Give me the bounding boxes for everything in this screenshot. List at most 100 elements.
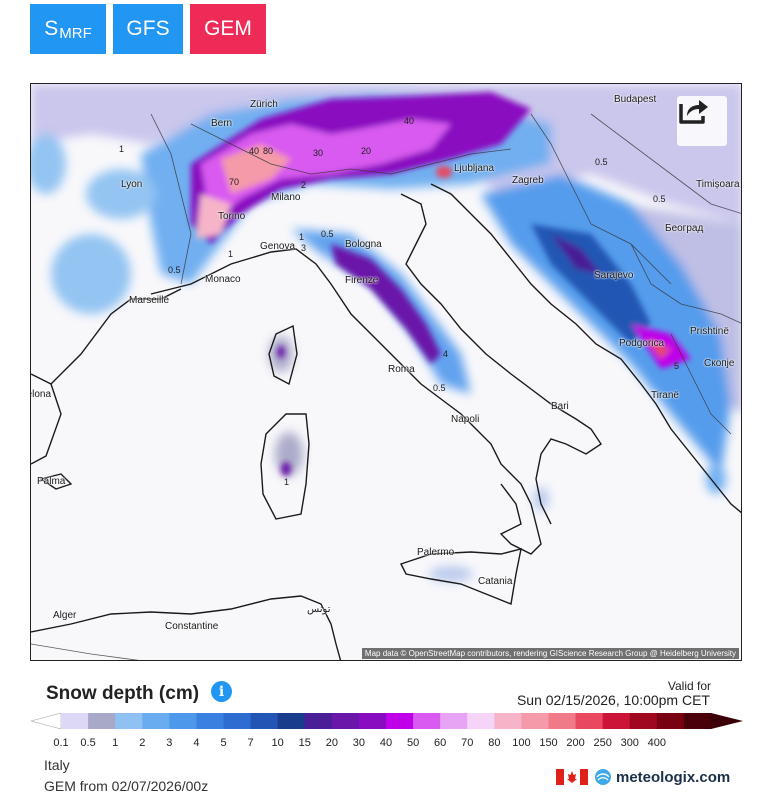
city-label: Budapest — [614, 94, 657, 105]
map-attribution: Map data © OpenStreetMap contributors, r… — [361, 648, 739, 659]
scale-tick-label: 0.1 — [53, 737, 69, 749]
contour-value: 40 — [249, 146, 260, 156]
contour-value: 80 — [263, 146, 274, 156]
region-label: Italy — [44, 757, 70, 773]
scale-swatch — [169, 713, 197, 729]
contour-value: 1 — [299, 232, 305, 242]
city-label: Prishtinë — [690, 326, 729, 337]
meteologix-logo[interactable]: meteologix.com — [556, 768, 730, 786]
legend-title: Snow depth (cm) — [46, 683, 200, 704]
city-label: Marseille — [129, 295, 170, 306]
share-icon — [679, 100, 708, 124]
contour-value: 30 — [313, 148, 324, 158]
scale-swatch — [683, 713, 712, 729]
city-label: Genova — [260, 241, 296, 252]
scale-tick-label: 5 — [220, 737, 227, 749]
contour-value: 0.5 — [653, 194, 666, 204]
color-scale — [31, 712, 743, 730]
contour-value: 1 — [228, 249, 234, 259]
city-label: Podgorica — [619, 338, 665, 349]
model-run-label: GEM from 02/07/2026/00z — [44, 778, 209, 794]
scale-tick-label: 0.5 — [80, 737, 96, 749]
city-label: Скопје — [704, 358, 735, 369]
scale-swatch — [223, 713, 252, 729]
scale-swatch — [277, 713, 306, 729]
scale-swatch — [521, 713, 549, 729]
scale-swatch — [575, 713, 604, 729]
city-label: Београд — [665, 223, 704, 234]
model-button-smrf[interactable]: S MRF — [30, 4, 106, 54]
city-label: Monaco — [205, 274, 241, 285]
city-label: Firenze — [345, 275, 379, 286]
scale-swatch — [304, 713, 333, 729]
scale-tick-label: 150 — [539, 737, 558, 749]
scale-tick-label: 200 — [566, 737, 585, 749]
scale-swatch — [629, 713, 658, 729]
scale-tick-label: 60 — [434, 737, 447, 749]
contour-value: 5 — [674, 361, 680, 371]
contour-value: 2 — [301, 180, 307, 190]
snow-depth-map[interactable]: Bern Zürich Lyon Torino Milano Genova Mo… — [30, 83, 742, 661]
contour-value: 1 — [284, 477, 290, 487]
scale-arrow-right — [711, 713, 743, 729]
scale-tick-label: 4 — [193, 737, 200, 749]
city-label: Lyon — [121, 179, 143, 190]
scale-swatch — [115, 713, 143, 729]
scale-swatch — [142, 713, 170, 729]
scale-swatch — [656, 713, 685, 729]
scale-swatch — [250, 713, 279, 729]
scale-swatch — [386, 713, 414, 729]
scale-tick-label: 1 — [112, 737, 119, 749]
canada-flag-icon — [556, 769, 588, 785]
city-label: Zagreb — [512, 175, 544, 186]
country-borders — [31, 113, 741, 660]
scale-tick-label: 10 — [271, 737, 284, 749]
city-label: Roma — [388, 364, 415, 375]
city-label: Bern — [211, 118, 233, 129]
city-label: Napoli — [451, 414, 480, 425]
scale-tick-label: 100 — [512, 737, 531, 749]
scale-tick-label: 50 — [406, 737, 420, 749]
contour-value: 70 — [229, 177, 240, 187]
map-canvas — [31, 84, 741, 660]
contour-value: 0.5 — [595, 157, 608, 167]
scale-swatch — [88, 713, 116, 729]
contour-value: 0.5 — [321, 229, 334, 239]
model-button-gem[interactable]: GEM — [190, 4, 266, 54]
scale-tick-label: 400 — [647, 737, 667, 749]
city-label: Catania — [478, 576, 513, 587]
scale-swatch — [548, 713, 577, 729]
scale-arrow-left — [31, 712, 62, 730]
model-label: S — [44, 17, 59, 40]
scale-tick-label: 20 — [325, 737, 338, 749]
scale-tick-label: 3 — [166, 737, 173, 749]
contour-value: 4 — [443, 349, 449, 359]
share-button[interactable] — [677, 96, 727, 146]
city-label: Ljubljana — [454, 163, 495, 174]
valid-label: Valid for — [667, 679, 711, 693]
city-label: Tiranë — [651, 390, 679, 401]
scale-swatch — [331, 713, 360, 729]
model-button-gfs[interactable]: GFS — [113, 4, 183, 54]
scale-swatch — [358, 713, 387, 729]
city-label: Milano — [271, 192, 301, 203]
contour-value: 0.5 — [168, 265, 181, 275]
city-label: تونس — [307, 604, 331, 615]
contour-value: 3 — [301, 243, 307, 253]
scale-swatch — [467, 713, 495, 729]
city-label: Palma — [37, 476, 66, 487]
info-icon[interactable]: i — [211, 681, 232, 702]
scale-tick-label: 300 — [620, 737, 639, 749]
scale-swatch — [494, 713, 522, 729]
coastlines — [31, 183, 741, 660]
city-label: Palermo — [417, 547, 455, 558]
model-label: GEM — [204, 17, 252, 40]
snow-deep-fields — [191, 92, 691, 476]
scale-swatch — [602, 713, 631, 729]
scale-swatch — [440, 713, 468, 729]
city-label: Barcelona — [31, 389, 52, 400]
city-label: Zürich — [250, 99, 278, 110]
model-sublabel: MRF — [59, 24, 92, 42]
city-label: Constantine — [165, 621, 219, 632]
scale-tick-label: 2 — [139, 737, 146, 749]
